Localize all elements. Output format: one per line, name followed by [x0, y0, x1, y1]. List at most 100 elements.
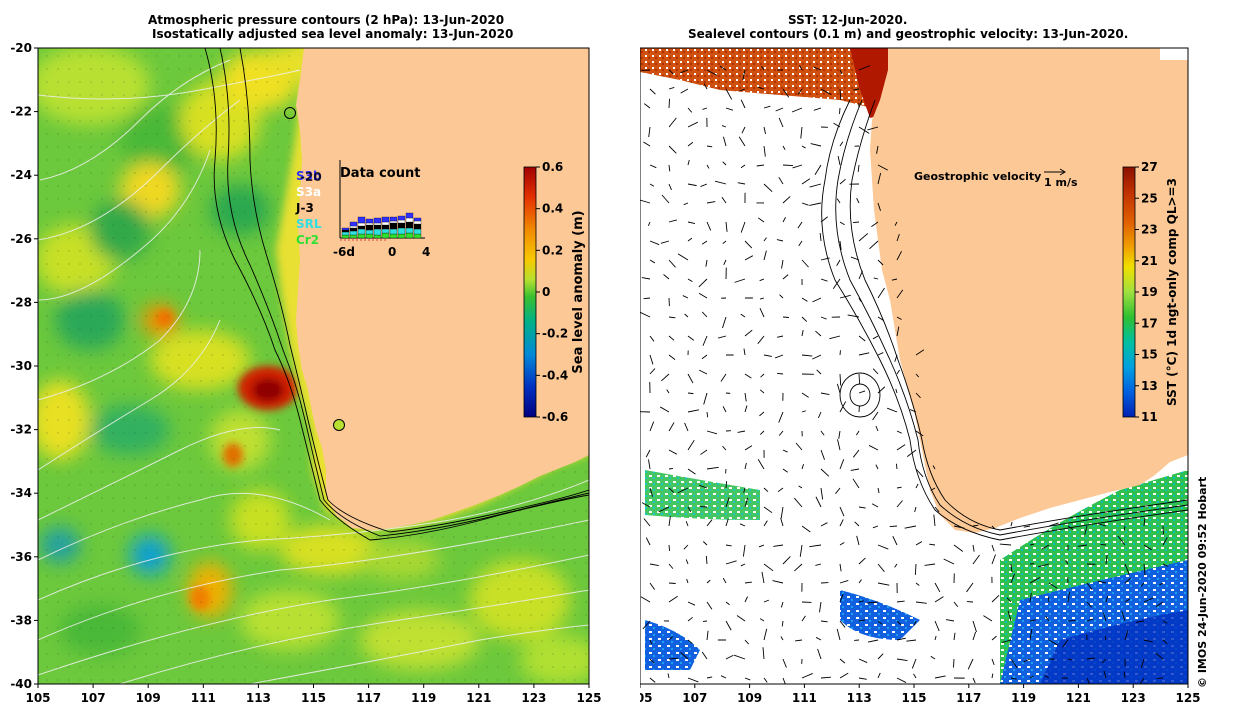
left-panel-title: Atmospheric pressure contours (2 hPa): 1… [38, 13, 670, 41]
velocity-arrow [1084, 525, 1088, 535]
velocity-arrow [820, 676, 831, 679]
velocity-arrow [668, 145, 677, 154]
count-bar-segment [405, 232, 414, 239]
count-bar-segment [365, 218, 374, 224]
velocity-arrow [687, 601, 696, 606]
velocity-arrow [1105, 595, 1109, 603]
velocity-arrow [660, 240, 670, 244]
velocity-arrow [705, 556, 708, 565]
velocity-arrow [820, 449, 825, 460]
velocity-arrow [872, 368, 879, 375]
velocity-arrow [706, 466, 719, 470]
count-bar-segment [357, 233, 366, 239]
velocity-arrow [868, 445, 879, 451]
velocity-arrow [685, 521, 689, 527]
lon-label: 125 [576, 691, 601, 705]
velocity-arrow [1143, 563, 1146, 576]
velocity-arrow [1143, 639, 1153, 643]
count-bar-segment [397, 233, 406, 239]
velocity-arrow [763, 126, 766, 135]
velocity-arrow [1143, 597, 1154, 603]
velocity-arrow [744, 462, 747, 470]
velocity-arrow [877, 202, 881, 211]
velocity-arrow [734, 278, 746, 283]
count-bar-segment [397, 222, 406, 229]
velocity-arrow [1086, 677, 1090, 684]
left-title-line2: Isostatically adjusted sea level anomaly… [152, 27, 514, 41]
velocity-arrow [934, 620, 940, 632]
velocity-arrow [687, 221, 696, 224]
lon-label: 111 [191, 691, 216, 705]
velocity-arrow [668, 219, 677, 223]
velocity-arrow [734, 654, 746, 660]
velocity-arrow [1162, 537, 1168, 546]
velocity-arrow [763, 520, 768, 527]
velocity-arrow [668, 87, 675, 90]
velocity-arrow [725, 481, 728, 489]
velocity-arrow [839, 178, 846, 185]
velocity-arrow [702, 541, 708, 546]
count-bar-segment [405, 221, 414, 229]
velocity-arrow [782, 468, 788, 473]
velocity-arrow [706, 601, 713, 610]
velocity-arrow [858, 270, 863, 280]
velocity-arrow [983, 615, 993, 622]
velocity-arrow [896, 233, 900, 242]
lat-label: -28 [10, 295, 32, 309]
velocity-arrow [682, 295, 689, 299]
velocity-arrow [817, 648, 822, 660]
velocity-arrow [839, 672, 849, 679]
velocity-arrow [649, 368, 656, 375]
velocity-arrow [722, 316, 727, 329]
velocity-arrow [815, 563, 822, 566]
velocity-arrow [896, 677, 907, 683]
velocity-arrow [877, 287, 885, 299]
lat-label: -24 [10, 168, 32, 182]
velocity-arrow [1100, 543, 1107, 546]
velocity-arrow [1159, 582, 1164, 586]
velocity-arrow [929, 543, 936, 546]
velocity-arrow [740, 221, 746, 233]
velocity-arrow [839, 294, 851, 299]
velocity-arrow [659, 406, 670, 413]
lat-label: -20 [10, 41, 32, 55]
velocity-arrow [757, 459, 765, 470]
velocity-arrow [913, 620, 917, 626]
velocity-key: Geostrophic velocity 1 m/s [914, 168, 1078, 189]
velocity-arrow [858, 65, 871, 71]
velocity-arrow [677, 253, 689, 261]
velocity-arrow [668, 657, 679, 660]
velocity-arrow [1162, 639, 1168, 645]
velocity-arrow [934, 596, 944, 603]
velocity-arrow [896, 637, 906, 641]
data-count-axis-label: -6d [333, 245, 355, 259]
lon-label: 121 [466, 691, 491, 705]
velocity-arrow [915, 468, 924, 478]
colorbar-tick-label: 23 [1141, 223, 1158, 237]
velocity-arrow [775, 107, 784, 112]
right-panel-title: SST: 12-Jun-2020. Sealevel contours (0.1… [640, 13, 1190, 41]
velocity-arrow [809, 544, 822, 548]
velocity-arrow [839, 658, 846, 664]
colorbar-tick-label: 17 [1141, 316, 1158, 330]
velocity-arrow [668, 259, 676, 268]
velocity-arrow [813, 66, 822, 71]
velocity-arrow [759, 308, 765, 318]
velocity-arrow [877, 352, 884, 356]
velocity-arrow [877, 487, 880, 494]
velocity-arrow [906, 449, 917, 458]
velocity-arrow [896, 369, 900, 375]
count-bar-segment [341, 234, 350, 239]
velocity-arrow [909, 409, 917, 413]
velocity-arrow [763, 599, 770, 603]
velocity-arrow [744, 497, 749, 508]
lon-label: 115 [901, 691, 926, 705]
velocity-arrow [744, 240, 753, 249]
velocity-arrow [642, 620, 651, 630]
velocity-arrow [800, 126, 803, 139]
velocity-arrow [683, 202, 689, 206]
lon-label: 111 [792, 691, 817, 705]
lat-label: -38 [10, 613, 32, 627]
velocity-arrow [839, 69, 843, 75]
